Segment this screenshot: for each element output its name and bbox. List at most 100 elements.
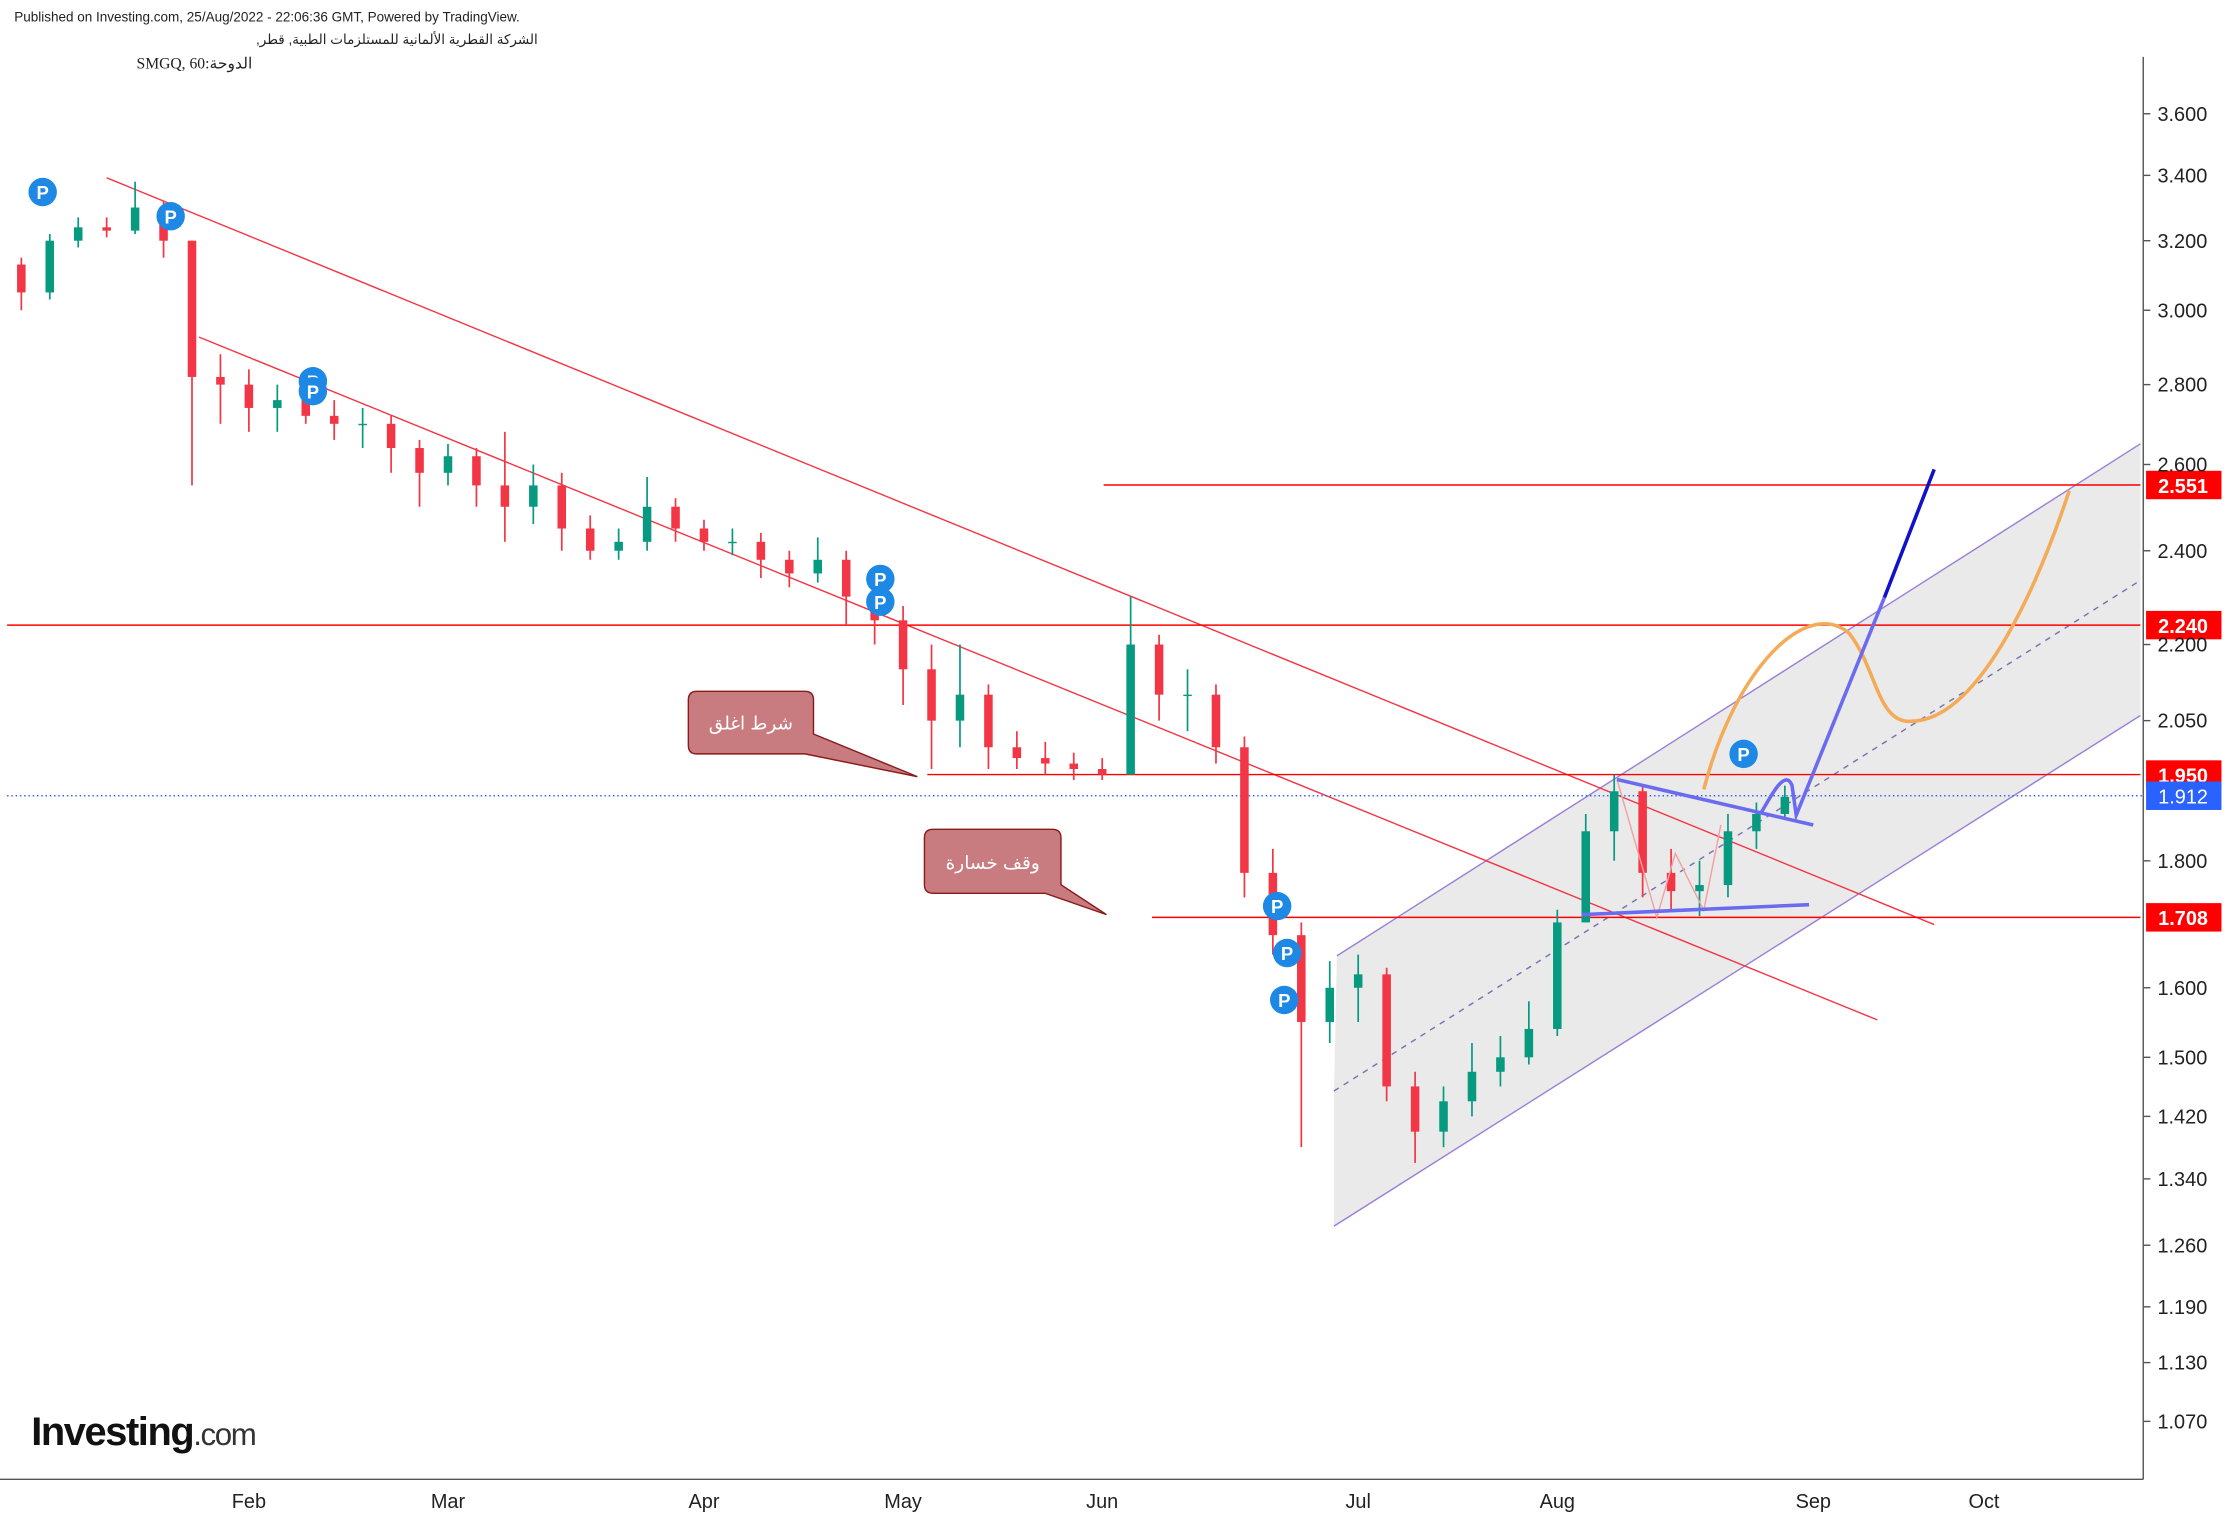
marker-label: P xyxy=(164,206,176,227)
pattern-line xyxy=(1616,779,1722,921)
candle-body xyxy=(102,227,111,231)
y-tick-label: 2.200 xyxy=(2157,635,2207,657)
company-name: الشركة القطرية الألمانية للمستلزمات الطب… xyxy=(256,31,538,48)
candle-body xyxy=(1723,831,1733,886)
x-tick-label: Feb xyxy=(232,1491,266,1513)
channel-lower xyxy=(1333,714,2141,1227)
candle-body xyxy=(1183,694,1192,697)
candle-body xyxy=(1012,747,1022,759)
symbol: الدوحة:SMGQ, 60 xyxy=(137,55,253,72)
y-tick-label: 2.400 xyxy=(2157,541,2207,563)
y-tick-label: 3.400 xyxy=(2157,165,2207,187)
candle-body xyxy=(1666,872,1676,892)
candle-body xyxy=(301,400,311,416)
candle-body xyxy=(728,541,737,544)
y-tick-label: 1.600 xyxy=(2157,978,2207,1000)
marker-badge xyxy=(298,376,328,406)
callout xyxy=(687,690,918,778)
candle-body xyxy=(841,559,851,597)
marker-badge xyxy=(1270,985,1299,1015)
candle-body xyxy=(585,528,595,551)
marker-label: P xyxy=(1737,744,1749,765)
y-tick-label: 2.050 xyxy=(2157,711,2207,733)
level-label-box xyxy=(2146,610,2222,640)
y-tick-label: 3.200 xyxy=(2157,231,2207,253)
candle-body xyxy=(216,376,225,385)
y-tick-label: 1.800 xyxy=(2157,851,2207,873)
candle-body xyxy=(1553,922,1562,1029)
y-tick-label: 1.420 xyxy=(2157,1106,2207,1128)
candle-body xyxy=(955,694,965,721)
level-label-box xyxy=(2146,903,2222,932)
level-label: 2.551 xyxy=(2158,476,2208,498)
candle-body xyxy=(1325,987,1335,1022)
candle-body xyxy=(187,240,197,377)
triangle-upper xyxy=(1616,777,1814,827)
candle-body xyxy=(1240,747,1249,873)
candle-body xyxy=(529,485,538,507)
candle-body xyxy=(671,506,680,529)
x-tick-label: Oct xyxy=(1968,1491,1999,1513)
marker-label: P xyxy=(36,182,48,203)
markers: PPPPPPPPPP xyxy=(28,177,1758,1015)
last-price-box xyxy=(2146,781,2222,810)
candle-body xyxy=(813,559,823,574)
projection-arrow xyxy=(1882,468,1936,599)
candle-body xyxy=(1467,1071,1477,1102)
candle-body xyxy=(1695,885,1704,892)
x-tick-label: May xyxy=(884,1491,922,1513)
callout-text: شرط اغلق xyxy=(709,713,793,735)
y-tick-label: 1.070 xyxy=(2157,1412,2207,1434)
marker-label: P xyxy=(1278,990,1290,1011)
candle-body xyxy=(1154,644,1164,695)
candle-body xyxy=(1496,1057,1505,1072)
level-label: 2.240 xyxy=(2158,616,2208,638)
candle-body xyxy=(472,456,481,486)
marker-label: P xyxy=(1281,943,1293,964)
candle-body xyxy=(1069,763,1079,770)
candle-body xyxy=(244,384,254,408)
candle-body xyxy=(1382,974,1391,1087)
y-tick-label: 1.260 xyxy=(2157,1235,2207,1257)
candle-body xyxy=(273,400,282,408)
candle-body xyxy=(699,528,709,542)
x-tick-label: Apr xyxy=(688,1491,719,1513)
x-tick-label: Jun xyxy=(1086,1491,1118,1513)
y-tick-label: 1.500 xyxy=(2157,1047,2207,1069)
candle-body xyxy=(756,541,766,560)
y-tick-label: 1.340 xyxy=(2157,1169,2207,1191)
candle-body xyxy=(45,240,55,293)
marker-label: P xyxy=(1271,896,1283,917)
candle-body xyxy=(927,669,936,721)
candle-body xyxy=(17,264,26,293)
candle-body xyxy=(1581,831,1591,923)
marker-label: P xyxy=(874,592,886,613)
candle-body xyxy=(73,227,83,241)
projection-path xyxy=(1759,596,1887,822)
trend-line xyxy=(198,336,1878,1021)
candle-body xyxy=(443,456,453,473)
marker-label: P xyxy=(307,381,319,402)
y-tick-label: 2.600 xyxy=(2157,455,2207,477)
y-tick-label: 2.800 xyxy=(2157,375,2207,397)
candle-body xyxy=(1297,935,1306,1022)
candle-body xyxy=(1439,1101,1448,1132)
candle-body xyxy=(557,485,567,529)
marker-label: P xyxy=(874,569,886,590)
candle-body xyxy=(984,694,993,748)
x-tick-label: Aug xyxy=(1540,1491,1575,1513)
candle-body xyxy=(1638,791,1647,873)
projection-curve xyxy=(1702,490,2071,790)
marker-badge xyxy=(28,177,57,207)
level-label-box xyxy=(2146,470,2222,500)
candle-body xyxy=(358,423,367,426)
candle-body xyxy=(1211,694,1221,748)
x-tick-label: Sep xyxy=(1796,1491,1831,1513)
candle-body xyxy=(1410,1086,1420,1132)
candle-body xyxy=(1126,644,1135,775)
x-tick-label: Mar xyxy=(431,1491,466,1513)
candle-body xyxy=(1752,813,1761,832)
logo-main: Investing xyxy=(31,1410,193,1454)
